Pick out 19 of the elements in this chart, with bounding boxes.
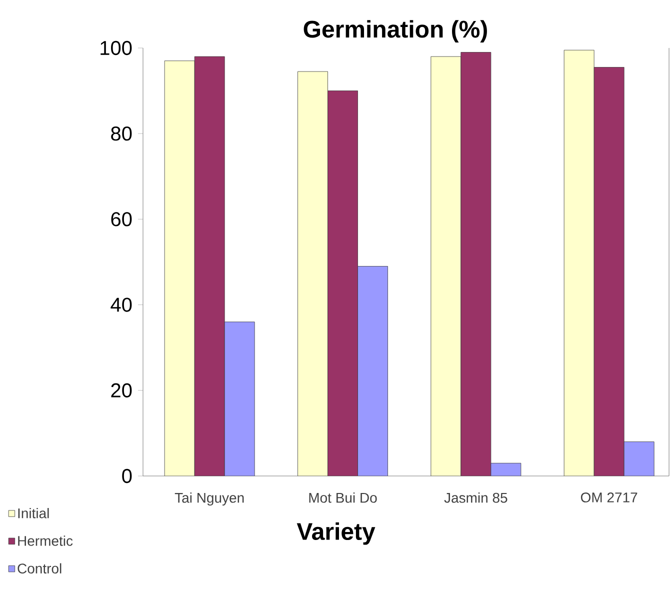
y-tick-label: 0: [122, 468, 132, 484]
y-tick-label: 80: [111, 126, 132, 141]
y-tick-label: 40: [110, 298, 132, 312]
bar: [564, 50, 594, 476]
x-tick-label: Mot Bui Do: [309, 492, 377, 503]
x-tick-label: Tai Nguyen: [174, 492, 244, 506]
chart-title: Germination (%): [304, 20, 487, 42]
legend-label: Hermetic: [18, 536, 73, 546]
x-tick-label: OM 2717: [580, 492, 638, 502]
bar: [430, 56, 462, 476]
bar: [298, 71, 328, 476]
y-tick-label: 100: [100, 40, 132, 56]
x-axis-title: Variety: [296, 522, 376, 545]
x-tick-label: Jasmin 85: [444, 492, 508, 503]
y-tick-label: 60: [111, 212, 132, 226]
legend-label: Control: [18, 563, 62, 574]
legend-label: Initial: [18, 508, 49, 518]
y-tick-label: 20: [111, 383, 132, 398]
bar: [164, 60, 195, 476]
